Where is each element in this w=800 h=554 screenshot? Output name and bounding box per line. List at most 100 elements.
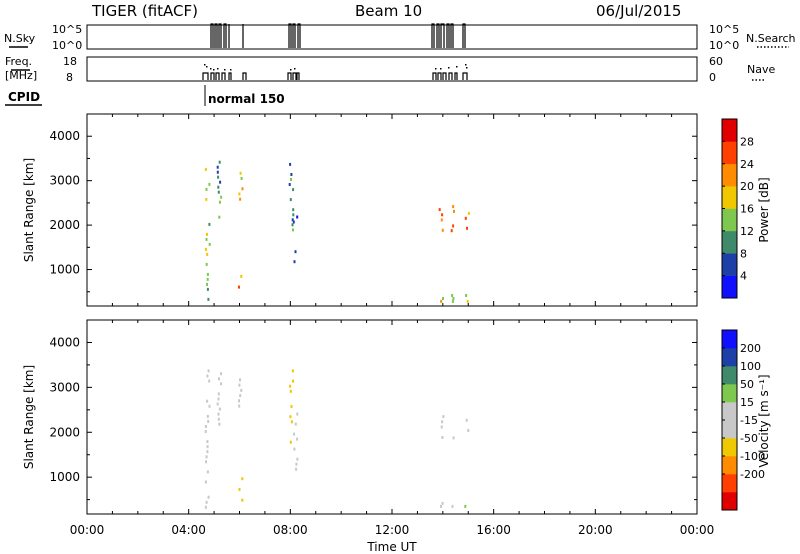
freq-unit: [MHz]: [5, 69, 37, 82]
velocity-echo-cell: [206, 470, 209, 474]
power-echoes: [204, 160, 470, 303]
power-colorbar-segment: [722, 275, 737, 299]
power-echo-cell: [206, 277, 209, 281]
power-colorbar-segment: [722, 186, 737, 209]
velocity-echo-cell: [238, 404, 241, 408]
velocity-echo-cell: [217, 392, 220, 396]
power-echo-cell: [204, 167, 207, 171]
power-echo-cell: [440, 218, 443, 222]
velocity-colorbar-segment: [722, 474, 737, 493]
velocity-colorbar-segment: [722, 366, 737, 385]
velocity-echo-cell: [208, 379, 211, 383]
time-tick-label: 12:00: [375, 523, 410, 537]
power-echo-cell: [208, 242, 211, 246]
velocity-colorbar-segment: [722, 456, 737, 475]
velocity-echo-band: [238, 477, 244, 502]
power-echo-cell: [241, 187, 244, 191]
velocity-echo-cell: [292, 379, 295, 383]
power-echo-cell: [217, 175, 220, 179]
power-y-tick-label: 1000: [49, 263, 80, 277]
power-echo-cell: [291, 218, 294, 222]
velocity-echo-cell: [238, 488, 241, 491]
power-ylabel: Slant Range [km]: [22, 158, 36, 262]
velocity-echo-cell: [206, 414, 209, 418]
velocity-colorbar-segment: [722, 438, 737, 457]
velocity-colorbar-tick-label: 200: [740, 342, 761, 355]
velocity-echo-cell: [239, 378, 241, 382]
velocity-echo-cell: [206, 374, 209, 378]
velocity-echo-cell: [208, 404, 211, 408]
velocity-echo-band: [440, 415, 445, 439]
velocity-echo-cell: [218, 407, 221, 411]
freq-label: Freq.: [5, 55, 32, 68]
power-echo-cell: [292, 188, 295, 192]
time-x-tick-labels: 00:00 04:00 08:00 12:00 16:00 20:00 00:00: [70, 523, 715, 537]
velocity-colorbar-tick-label: -100: [740, 450, 765, 463]
velocity-echo-cell: [217, 412, 220, 416]
velocity-colorbar-tick-label: -200: [740, 468, 765, 481]
velocity-axis-ticks: [86, 319, 698, 514]
velocity-echo-cell: [289, 440, 292, 444]
velocity-echo-cell: [452, 436, 455, 440]
power-echo-cell: [218, 160, 221, 164]
velocity-echo-cell: [204, 505, 207, 509]
velocity-echo-cell: [207, 369, 210, 373]
velocity-colorbar-tick-label: 15: [740, 396, 754, 409]
power-echo-cell: [219, 180, 222, 184]
velocity-echo-cell: [204, 480, 207, 484]
velocity-echo-cell: [295, 462, 298, 466]
velocity-colorbar-tick-label: -15: [740, 414, 758, 427]
power-echo-cell: [452, 224, 455, 228]
power-echo-cell: [206, 252, 209, 256]
velocity-echo-cell: [204, 425, 207, 428]
power-echo-cell: [290, 173, 293, 176]
power-echo-cell: [239, 171, 242, 175]
date-title: 06/Jul/2015: [596, 2, 681, 20]
nave-tick-top: 60: [709, 55, 723, 68]
nsearch-tick-top: 10^5: [709, 23, 739, 36]
time-tick-label: 04:00: [171, 523, 206, 537]
nsky-label: N.Sky: [4, 32, 36, 45]
velocity-echo-cell: [296, 437, 299, 441]
velocity-echo-cell: [440, 425, 443, 429]
power-echo-band: [292, 215, 299, 264]
power-echo-cell: [467, 211, 470, 215]
power-echo-cell: [453, 209, 455, 213]
velocity-echo-cell: [206, 445, 209, 449]
power-y-tick-labels: 4000 3000 2000 1000: [49, 129, 80, 276]
power-echo-band: [216, 160, 223, 219]
power-echo-band: [440, 297, 444, 303]
velocity-echo-cell: [206, 440, 209, 444]
velocity-colorbar-segment: [722, 384, 737, 403]
power-echo-cell: [451, 299, 454, 303]
nsearch-tick-bottom: 10^0: [709, 39, 739, 52]
power-echo-cell: [294, 250, 297, 254]
power-echo-cell: [207, 297, 210, 301]
velocity-y-tick-label: 1000: [49, 470, 80, 484]
power-echo-cell: [208, 182, 211, 186]
time-tick-label: 20:00: [578, 523, 613, 537]
velocity-echo-band: [238, 378, 243, 408]
power-echo-cell: [240, 274, 243, 278]
power-echo-cell: [206, 287, 209, 291]
velocity-echo-cell: [217, 417, 220, 421]
power-echo-band: [204, 167, 211, 301]
power-echo-cell: [238, 192, 241, 196]
power-echo-cell: [220, 195, 223, 199]
power-echo-cell: [216, 165, 219, 169]
velocity-echo-cell: [295, 467, 298, 471]
power-echo-cell: [217, 185, 220, 189]
power-echo-cell: [218, 200, 221, 204]
power-axis-ticks: [86, 113, 698, 306]
power-colorbar-segment: [722, 163, 737, 187]
velocity-echo-cell: [239, 394, 242, 398]
power-echo-band: [438, 208, 444, 232]
velocity-echo-cell: [218, 377, 220, 381]
power-panel: Slant Range [km] 4000 3000 2000 1000 28 24 20…: [22, 113, 771, 307]
velocity-echo-cell: [238, 383, 241, 387]
velocity-echo-cell: [240, 388, 243, 392]
velocity-echo-cell: [205, 460, 207, 464]
velocity-echo-band: [465, 418, 470, 432]
power-colorbar-segment: [722, 253, 737, 276]
